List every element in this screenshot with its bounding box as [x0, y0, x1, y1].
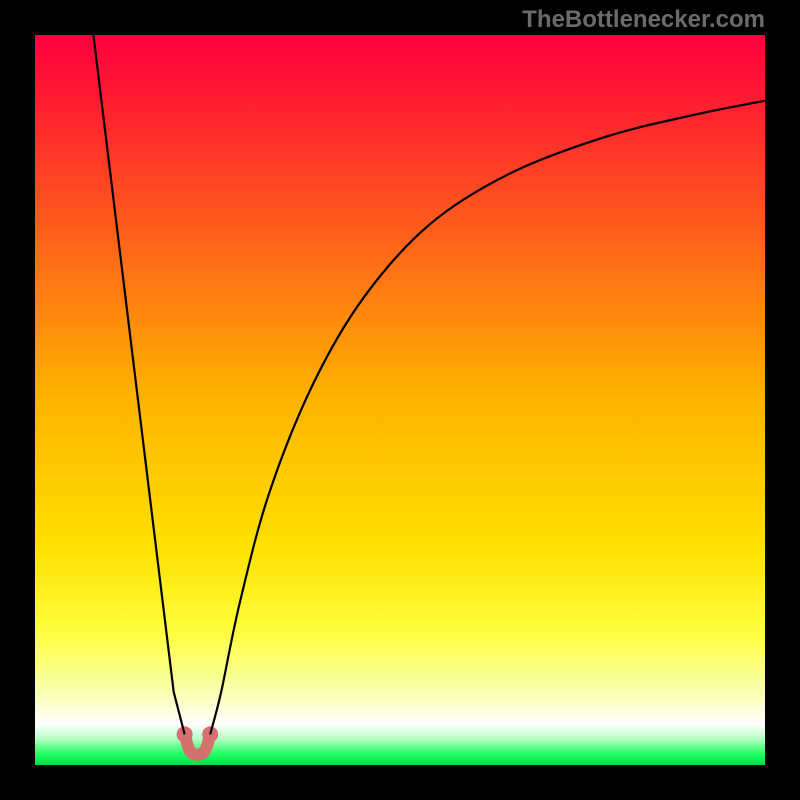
curve-layer: [0, 0, 800, 800]
chart-container: TheBottlenecker.com: [0, 0, 800, 800]
curve-right-branch: [210, 101, 765, 735]
watermark-text: TheBottlenecker.com: [522, 6, 765, 34]
curve-left-branch: [93, 35, 184, 734]
